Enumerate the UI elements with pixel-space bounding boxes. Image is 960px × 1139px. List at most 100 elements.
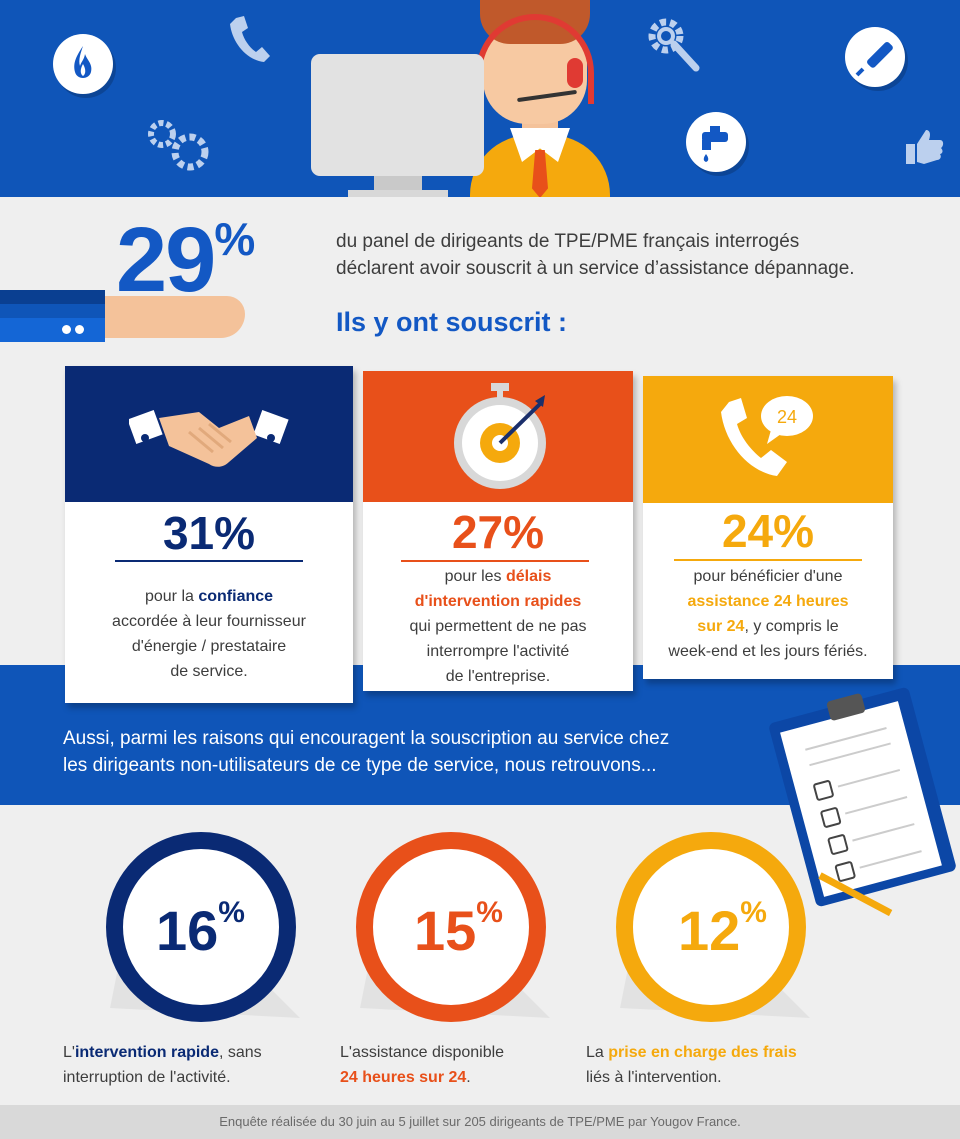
- card-description: pour les délais d'intervention rapides q…: [363, 564, 633, 689]
- card-text-line: qui permettent de ne pas: [409, 618, 587, 635]
- intro-text: du panel de dirigeants de TPE/PME frança…: [336, 228, 916, 282]
- thumbs-up-icon: [904, 126, 944, 171]
- stat-ring-3: 12%: [590, 818, 830, 1038]
- card-text-bold: sur 24: [697, 618, 745, 635]
- card-text-line: week-end et les jours fériés.: [668, 643, 868, 660]
- ring-circle: [616, 832, 806, 1022]
- section-subtitle: Ils y ont souscrit :: [336, 307, 568, 337]
- ring-caption-bold: prise en charge des frais: [608, 1044, 797, 1061]
- ring-circle: [356, 832, 546, 1022]
- flame-icon: [53, 34, 113, 94]
- card-assistance: 24 24% pour bénéficier d'une assistance …: [643, 376, 893, 679]
- card-text-line: pour bénéficier d'une: [693, 568, 843, 585]
- ring-caption-pre: La: [586, 1044, 609, 1061]
- agent-tie: [532, 150, 548, 197]
- ring-caption-line: interruption de l'activité.: [63, 1069, 231, 1086]
- ring-percent: 15%: [414, 896, 503, 963]
- card-text-pre: pour les: [444, 568, 506, 585]
- gears-icon: [146, 118, 212, 177]
- reasons-line-2: les dirigeants non-utilisateurs de ce ty…: [63, 755, 657, 776]
- stat-ring-1: 16%: [80, 818, 320, 1038]
- card-text-post: , y compris le: [744, 618, 839, 635]
- card-text-line: pour les délais: [363, 564, 633, 589]
- card-divider: [115, 560, 303, 562]
- gear-wrench-icon: [644, 14, 704, 79]
- sleeve-stripe: [0, 290, 105, 304]
- card-text-line: accordée à leur fournisseur: [112, 613, 306, 630]
- checkbox-icon: [826, 833, 850, 856]
- card-header: [363, 371, 633, 502]
- handshake-icon: [129, 409, 289, 467]
- phone-badge-text: 24: [777, 407, 797, 427]
- card-percent: 27%: [451, 506, 545, 558]
- ring-caption: L'assistance disponible 24 heures sur 24…: [340, 1040, 580, 1090]
- card-text-line: pour la confiance: [65, 584, 353, 609]
- card-text-bold: confiance: [198, 588, 274, 605]
- phone-24-icon: 24: [721, 396, 813, 476]
- ring-caption-line: L'intervention rapide, sans: [63, 1040, 323, 1065]
- stopwatch-icon: [454, 383, 546, 489]
- card-header: 24: [643, 376, 893, 503]
- card-text-bold: délais: [506, 568, 552, 585]
- checkbox-checked-icon: [812, 779, 835, 802]
- faucet-icon: [686, 112, 746, 172]
- ring-caption-post: , sans: [218, 1044, 262, 1061]
- header-banner: [0, 0, 960, 197]
- ring-suffix: %: [740, 896, 767, 929]
- ring-caption-bold: 24 heures sur 24: [340, 1069, 467, 1086]
- ring-percent: 16%: [156, 896, 245, 963]
- headline-suffix: %: [214, 213, 255, 265]
- headline-percent: 29%: [116, 208, 255, 313]
- stat-ring-2: 15%: [330, 818, 570, 1038]
- card-text-bold-line: d'intervention rapides: [414, 593, 582, 610]
- card-percent: 24%: [721, 505, 815, 557]
- headline-number: 29: [116, 209, 216, 311]
- ring-caption-line: 24 heures sur 24.: [340, 1065, 580, 1090]
- checkbox-icon: [834, 860, 857, 883]
- screwdriver-icon: [845, 27, 905, 87]
- checklist-line: [859, 850, 922, 869]
- ring-caption-bold: intervention rapide: [74, 1044, 219, 1061]
- card-divider: [674, 559, 862, 561]
- card-confiance: 31% pour la confiance accordée à leur fo…: [65, 366, 353, 703]
- ring-caption-pre: L': [63, 1044, 75, 1061]
- ring-caption-line: liés à l'intervention.: [586, 1069, 722, 1086]
- cuff-button: [62, 325, 71, 334]
- card-header: [65, 366, 353, 502]
- ring-caption-line: La prise en charge des frais: [586, 1040, 846, 1065]
- card-description: pour la confiance accordée à leur fourni…: [65, 584, 353, 684]
- card-text-line: sur 24, y compris le: [643, 614, 893, 639]
- checklist-line: [852, 823, 915, 842]
- card-text-line: de service.: [170, 663, 248, 680]
- ring-value: 15: [414, 899, 477, 962]
- ring-caption-line: L'assistance disponible: [340, 1044, 505, 1061]
- card-percent: 31%: [162, 507, 256, 559]
- headset-ear-cup: [567, 58, 583, 88]
- ring-value: 12: [678, 899, 741, 962]
- ring-caption-post: .: [466, 1069, 471, 1086]
- monitor: [311, 54, 484, 176]
- reasons-line-1: Aussi, parmi les raisons qui encouragent…: [63, 728, 670, 749]
- ring-caption: La prise en charge des frais liés à l'in…: [586, 1040, 846, 1090]
- cuff: [0, 318, 105, 342]
- card-text-line: interrompre l'activité: [426, 643, 570, 660]
- card-text-pre: pour la: [144, 588, 199, 605]
- reasons-text: Aussi, parmi les raisons qui encouragent…: [63, 725, 743, 779]
- cuff-button: [75, 325, 84, 334]
- ring-suffix: %: [476, 896, 503, 929]
- intro-line-1: du panel de dirigeants de TPE/PME frança…: [336, 231, 800, 252]
- footer-note: Enquête réalisée du 30 juin au 5 juillet…: [0, 1105, 960, 1139]
- ring-value: 16: [156, 899, 219, 962]
- open-hand: [105, 296, 245, 338]
- card-text-line: de l'entreprise.: [445, 668, 551, 685]
- intro-line-2: déclarent avoir souscrit à un service d’…: [336, 258, 855, 279]
- ring-caption: L'intervention rapide, sans interruption…: [63, 1040, 323, 1090]
- card-text-bold-line: assistance 24 heures: [687, 593, 849, 610]
- checklist-line: [844, 796, 908, 815]
- card-text-line: d'énergie / prestataire: [131, 638, 287, 655]
- card-divider: [401, 560, 589, 562]
- ring-suffix: %: [218, 896, 245, 929]
- checklist-line: [837, 769, 901, 788]
- card-delais: 27% pour les délais d'intervention rapid…: [363, 371, 633, 691]
- ring-percent: 12%: [678, 896, 767, 963]
